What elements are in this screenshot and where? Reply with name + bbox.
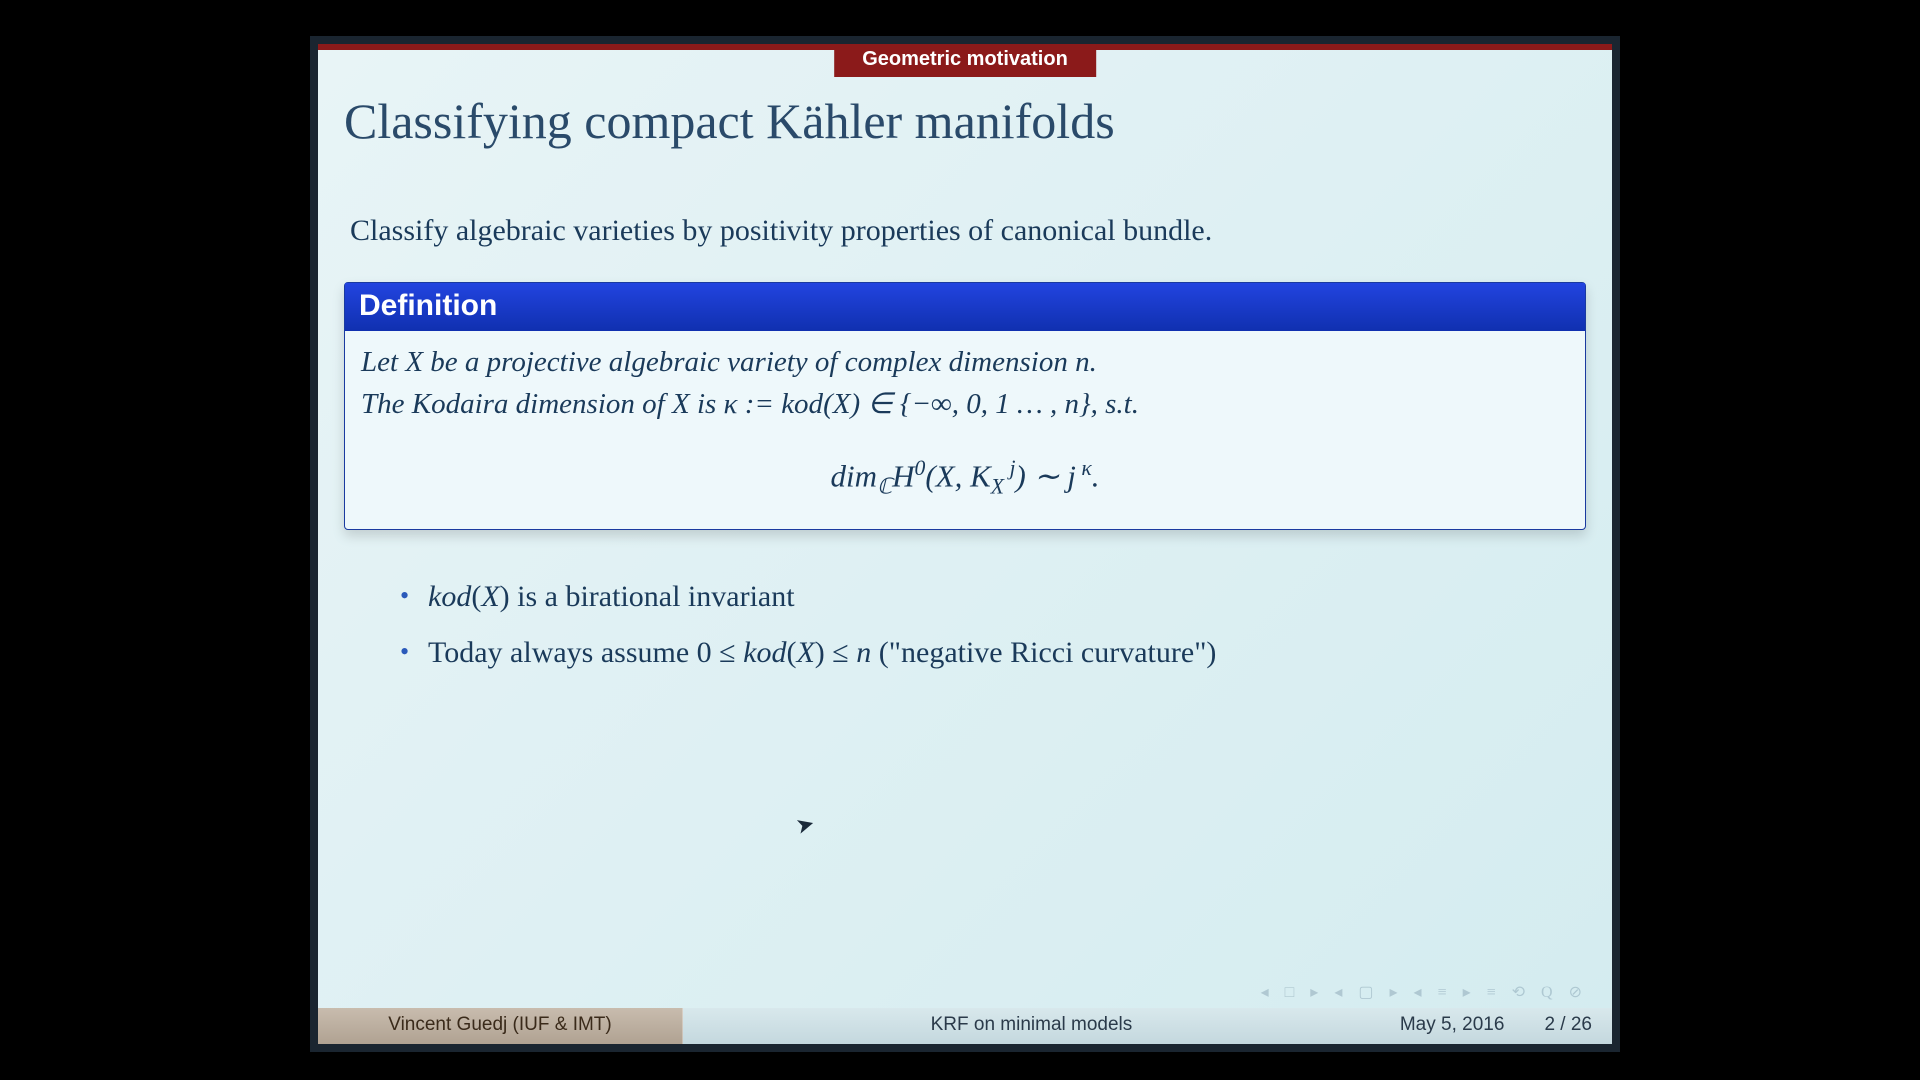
footer-date: May 5, 2016 (1380, 1008, 1525, 1044)
definition-line-2: The Kodaira dimension of X is κ := kod(X… (361, 388, 1139, 420)
definition-formula: dimℂH0(X, KX j) ∼ j κ. (361, 453, 1569, 503)
footer-author: Vincent Guedj (IUF & IMT) (318, 1008, 683, 1044)
beamer-nav-icons[interactable]: ◂ □ ▸ ◂ ▢ ▸ ◂ ≡ ▸ ≡ ⟲ Q ⊘ (1261, 982, 1588, 1002)
bullet-item: Today always assume 0 ≤ kod(X) ≤ n ("neg… (400, 632, 1586, 674)
definition-body: Let X be a projective algebraic variety … (345, 331, 1585, 529)
slide-footer: Vincent Guedj (IUF & IMT) KRF on minimal… (318, 1008, 1612, 1044)
section-tab: Geometric motivation (834, 44, 1096, 77)
bullet-list: kod(X) is a birational invariant Today a… (400, 576, 1586, 674)
definition-block: Definition Let X be a projective algebra… (344, 282, 1586, 530)
slide-title: Classifying compact Kähler manifolds (344, 92, 1586, 150)
slide: Geometric motivation Classifying compact… (318, 44, 1612, 1044)
mouse-cursor-icon: ➤ (793, 810, 818, 840)
footer-page-number: 2 / 26 (1524, 1008, 1612, 1044)
intro-text: Classify algebraic varieties by positivi… (350, 214, 1586, 248)
page-total: 26 (1571, 1014, 1592, 1035)
page-current: 2 (1544, 1014, 1555, 1035)
slide-frame: Geometric motivation Classifying compact… (310, 36, 1620, 1052)
bullet-item: kod(X) is a birational invariant (400, 576, 1586, 618)
definition-line-1: Let X be a projective algebraic variety … (361, 346, 1097, 378)
slide-content: Classifying compact Kähler manifolds Cla… (344, 92, 1586, 992)
definition-header: Definition (345, 283, 1585, 331)
footer-talk-title: KRF on minimal models (683, 1008, 1380, 1044)
